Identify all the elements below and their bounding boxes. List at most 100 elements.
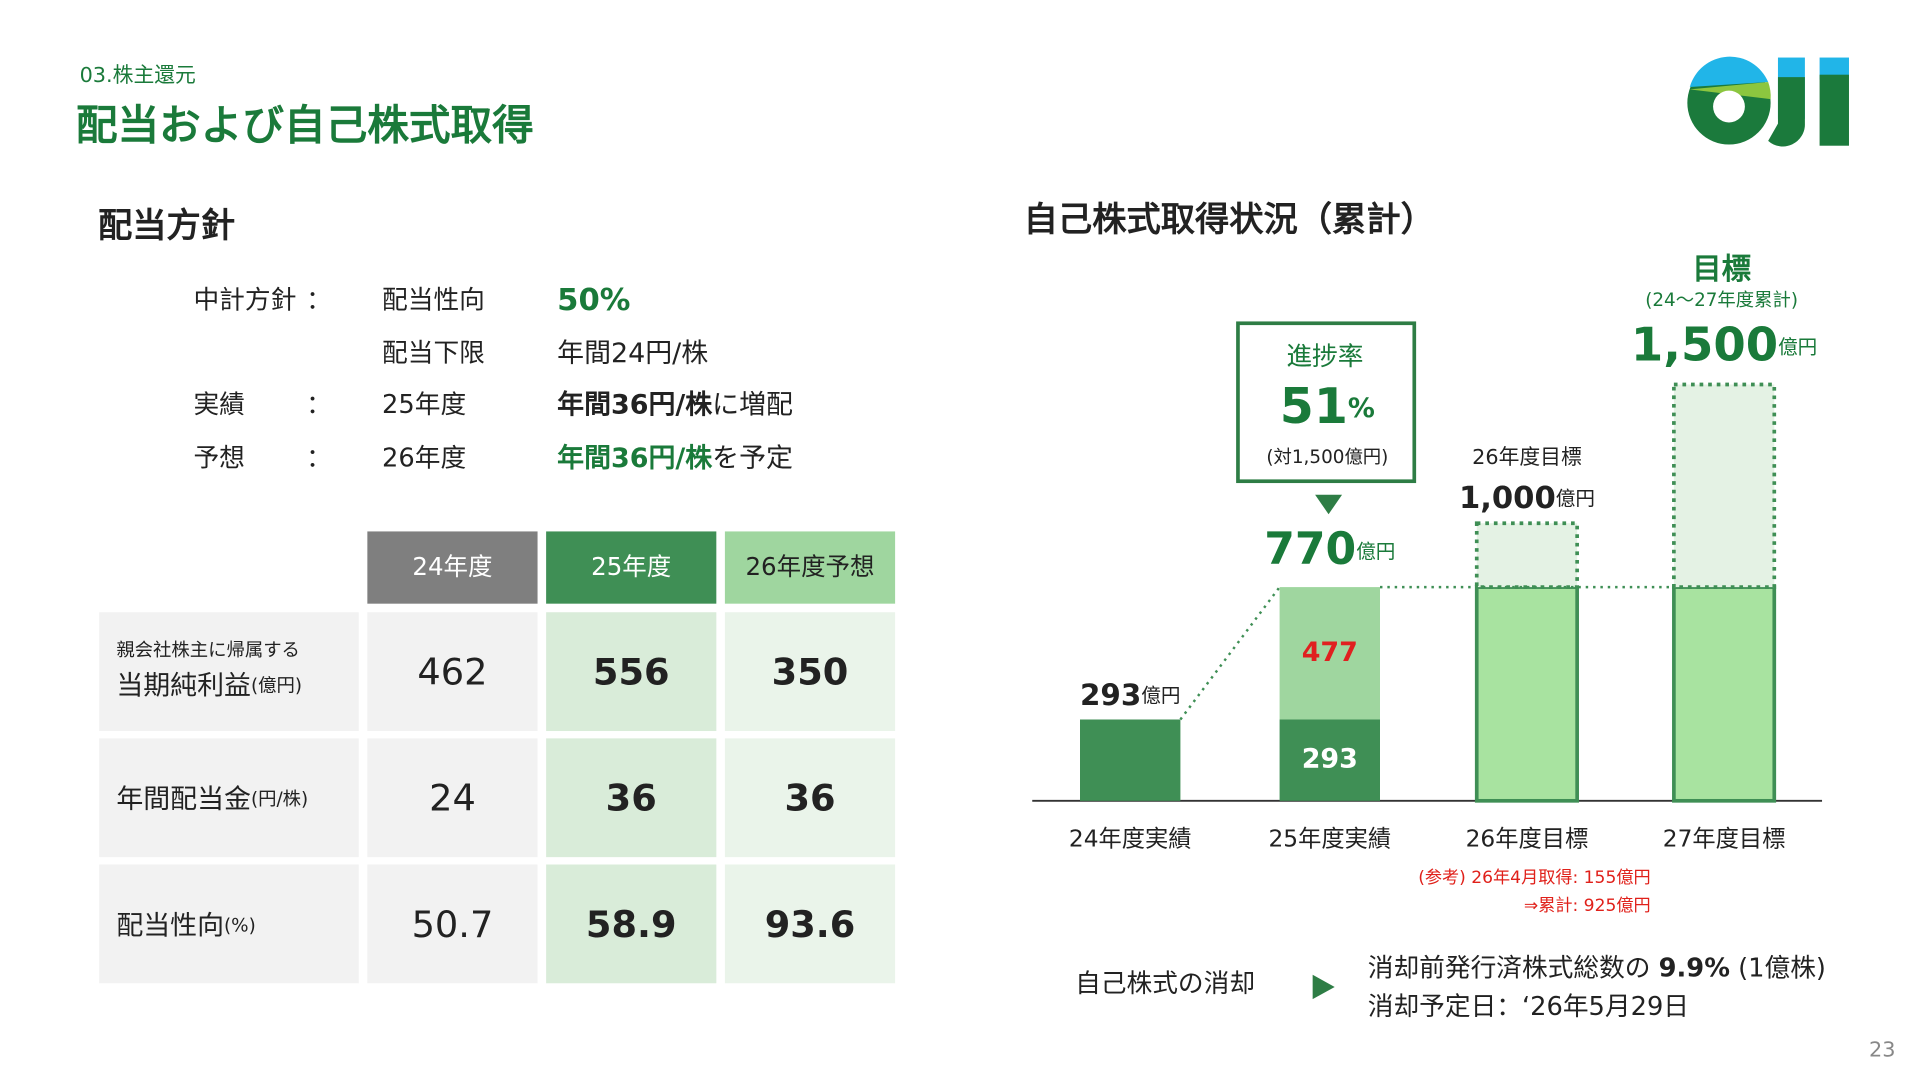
total-label: 293億円 bbox=[1080, 677, 1181, 711]
table-cell bbox=[724, 864, 896, 984]
cell-value: 36 bbox=[606, 777, 657, 820]
policy-value: 50% bbox=[557, 283, 630, 318]
total-label: 1,500億円 bbox=[1631, 317, 1817, 371]
text-part: (億円) bbox=[251, 675, 302, 696]
policy-item: 26年度 bbox=[382, 444, 466, 474]
data-label: 293 bbox=[1302, 744, 1358, 775]
text-part: 年間36円/株 bbox=[557, 442, 713, 474]
text-part: 51 bbox=[1280, 377, 1348, 434]
target-label: 目標 bbox=[1692, 252, 1751, 286]
reference-note: ⇒累計: 925億円 bbox=[1524, 896, 1651, 916]
text-part: に増配 bbox=[712, 389, 793, 420]
header-cell bbox=[367, 531, 538, 604]
data-label: 477 bbox=[1302, 637, 1358, 668]
cell-value: 556 bbox=[593, 651, 670, 694]
reference-note: (参考) 26年4月取得: 155億円 bbox=[1418, 868, 1650, 888]
table-cell bbox=[546, 738, 717, 858]
text-part: 億円 bbox=[1356, 539, 1395, 562]
text-part: 1,000 bbox=[1459, 480, 1556, 515]
text-part: 億円 bbox=[1778, 335, 1817, 358]
policy-item: 配当下限 bbox=[382, 338, 485, 368]
row-label: 配当性向(%) bbox=[116, 910, 255, 941]
progress-value: 51% bbox=[1280, 377, 1375, 434]
column-header: 25年度 bbox=[591, 552, 671, 581]
text-part: 9.9% bbox=[1659, 953, 1730, 983]
retirement-arrow bbox=[1312, 974, 1335, 1000]
slide-title: 配当および自己株式取得 bbox=[76, 101, 534, 150]
bar-segment bbox=[1279, 719, 1380, 801]
text-part: 配当性向 bbox=[116, 910, 224, 941]
text-part: を予定 bbox=[712, 443, 793, 474]
policy-value: 年間24円/株 bbox=[557, 337, 708, 368]
row-note: 親会社株主に帰属する bbox=[116, 640, 300, 661]
pointer-arrow bbox=[1315, 494, 1343, 515]
bar-segment bbox=[1080, 719, 1181, 801]
total-label: 770億円 bbox=[1264, 524, 1395, 575]
x-tick-label: 27年度目標 bbox=[1663, 826, 1786, 853]
row-label-cell bbox=[99, 612, 359, 732]
cell-value: 462 bbox=[417, 651, 487, 694]
text-part: 1,500 bbox=[1631, 317, 1778, 371]
page-number: 23 bbox=[1869, 1038, 1895, 1062]
policy-item: 25年度 bbox=[382, 390, 466, 420]
cell-value: 350 bbox=[772, 651, 849, 694]
retirement-label: 自己株式の消却 bbox=[1075, 969, 1255, 999]
bar-segment bbox=[1279, 587, 1380, 720]
text-part: 年間配当金 bbox=[116, 784, 251, 815]
text-part: 億円 bbox=[1141, 683, 1180, 706]
policy-colon: ： bbox=[306, 444, 332, 474]
policy-label: 予想 bbox=[193, 444, 244, 474]
progress-box bbox=[1236, 321, 1417, 484]
row-label: 当期純利益(億円) bbox=[116, 670, 302, 701]
section-heading: 配当方針 bbox=[98, 206, 235, 246]
bar-segment bbox=[1474, 585, 1579, 803]
table-cell bbox=[367, 612, 538, 732]
table-cell bbox=[724, 738, 896, 858]
table-cell bbox=[367, 864, 538, 984]
progress-label: 進捗率 bbox=[1286, 342, 1363, 372]
text-part: 293 bbox=[1080, 677, 1141, 711]
column-header: 26年度予想 bbox=[745, 552, 874, 581]
text-part: 年間36円/株 bbox=[557, 388, 713, 420]
text-part: 50% bbox=[557, 283, 630, 318]
section-label: 03.株主還元 bbox=[80, 63, 196, 87]
x-tick-label: 24年度実績 bbox=[1069, 826, 1192, 853]
policy-label: 中計方針 bbox=[193, 286, 296, 316]
bar-note: 26年度目標 bbox=[1472, 445, 1582, 469]
policy-value: 年間36円/株に増配 bbox=[557, 388, 793, 420]
table-cell bbox=[367, 738, 538, 858]
cell-value: 24 bbox=[429, 777, 476, 820]
progress-note: (対1,500億円) bbox=[1266, 447, 1388, 468]
bar-segment bbox=[1672, 585, 1777, 803]
policy-colon: ： bbox=[306, 286, 332, 316]
policy-value: 年間36円/株を予定 bbox=[557, 442, 793, 474]
target-note: (24～27年度累計) bbox=[1645, 290, 1798, 311]
table-cell bbox=[724, 612, 896, 732]
chart-title: 自己株式取得状況（累計） bbox=[1024, 200, 1435, 240]
logo bbox=[1687, 56, 1849, 147]
text-part: 消却前発行済株式総数の bbox=[1368, 953, 1659, 983]
total-label: 1,000億円 bbox=[1459, 480, 1595, 515]
retirement-detail: 消却前発行済株式総数の 9.9% (1億株) bbox=[1368, 953, 1826, 983]
row-label: 年間配当金(円/株) bbox=[116, 784, 308, 815]
policy-colon: ： bbox=[306, 390, 332, 420]
header-cell bbox=[724, 531, 896, 604]
text-part: % bbox=[1348, 392, 1375, 423]
text-part: (%) bbox=[224, 915, 256, 936]
row-label-cell bbox=[99, 864, 359, 984]
text-part: 770 bbox=[1264, 524, 1356, 575]
x-tick-label: 25年度実績 bbox=[1268, 826, 1391, 853]
header-cell bbox=[546, 531, 717, 604]
table-cell bbox=[546, 864, 717, 984]
text-part: 年間24円/株 bbox=[557, 337, 708, 368]
policy-item: 配当性向 bbox=[382, 286, 485, 316]
table-cell bbox=[546, 612, 717, 732]
row-label-cell bbox=[99, 738, 359, 858]
x-tick-label: 26年度目標 bbox=[1466, 826, 1589, 853]
policy-label: 実績 bbox=[193, 390, 244, 420]
text-part: (1億株) bbox=[1730, 953, 1826, 983]
target-bar-segment bbox=[1474, 521, 1579, 589]
cell-value: 58.9 bbox=[586, 903, 677, 946]
connector bbox=[1179, 586, 1281, 721]
